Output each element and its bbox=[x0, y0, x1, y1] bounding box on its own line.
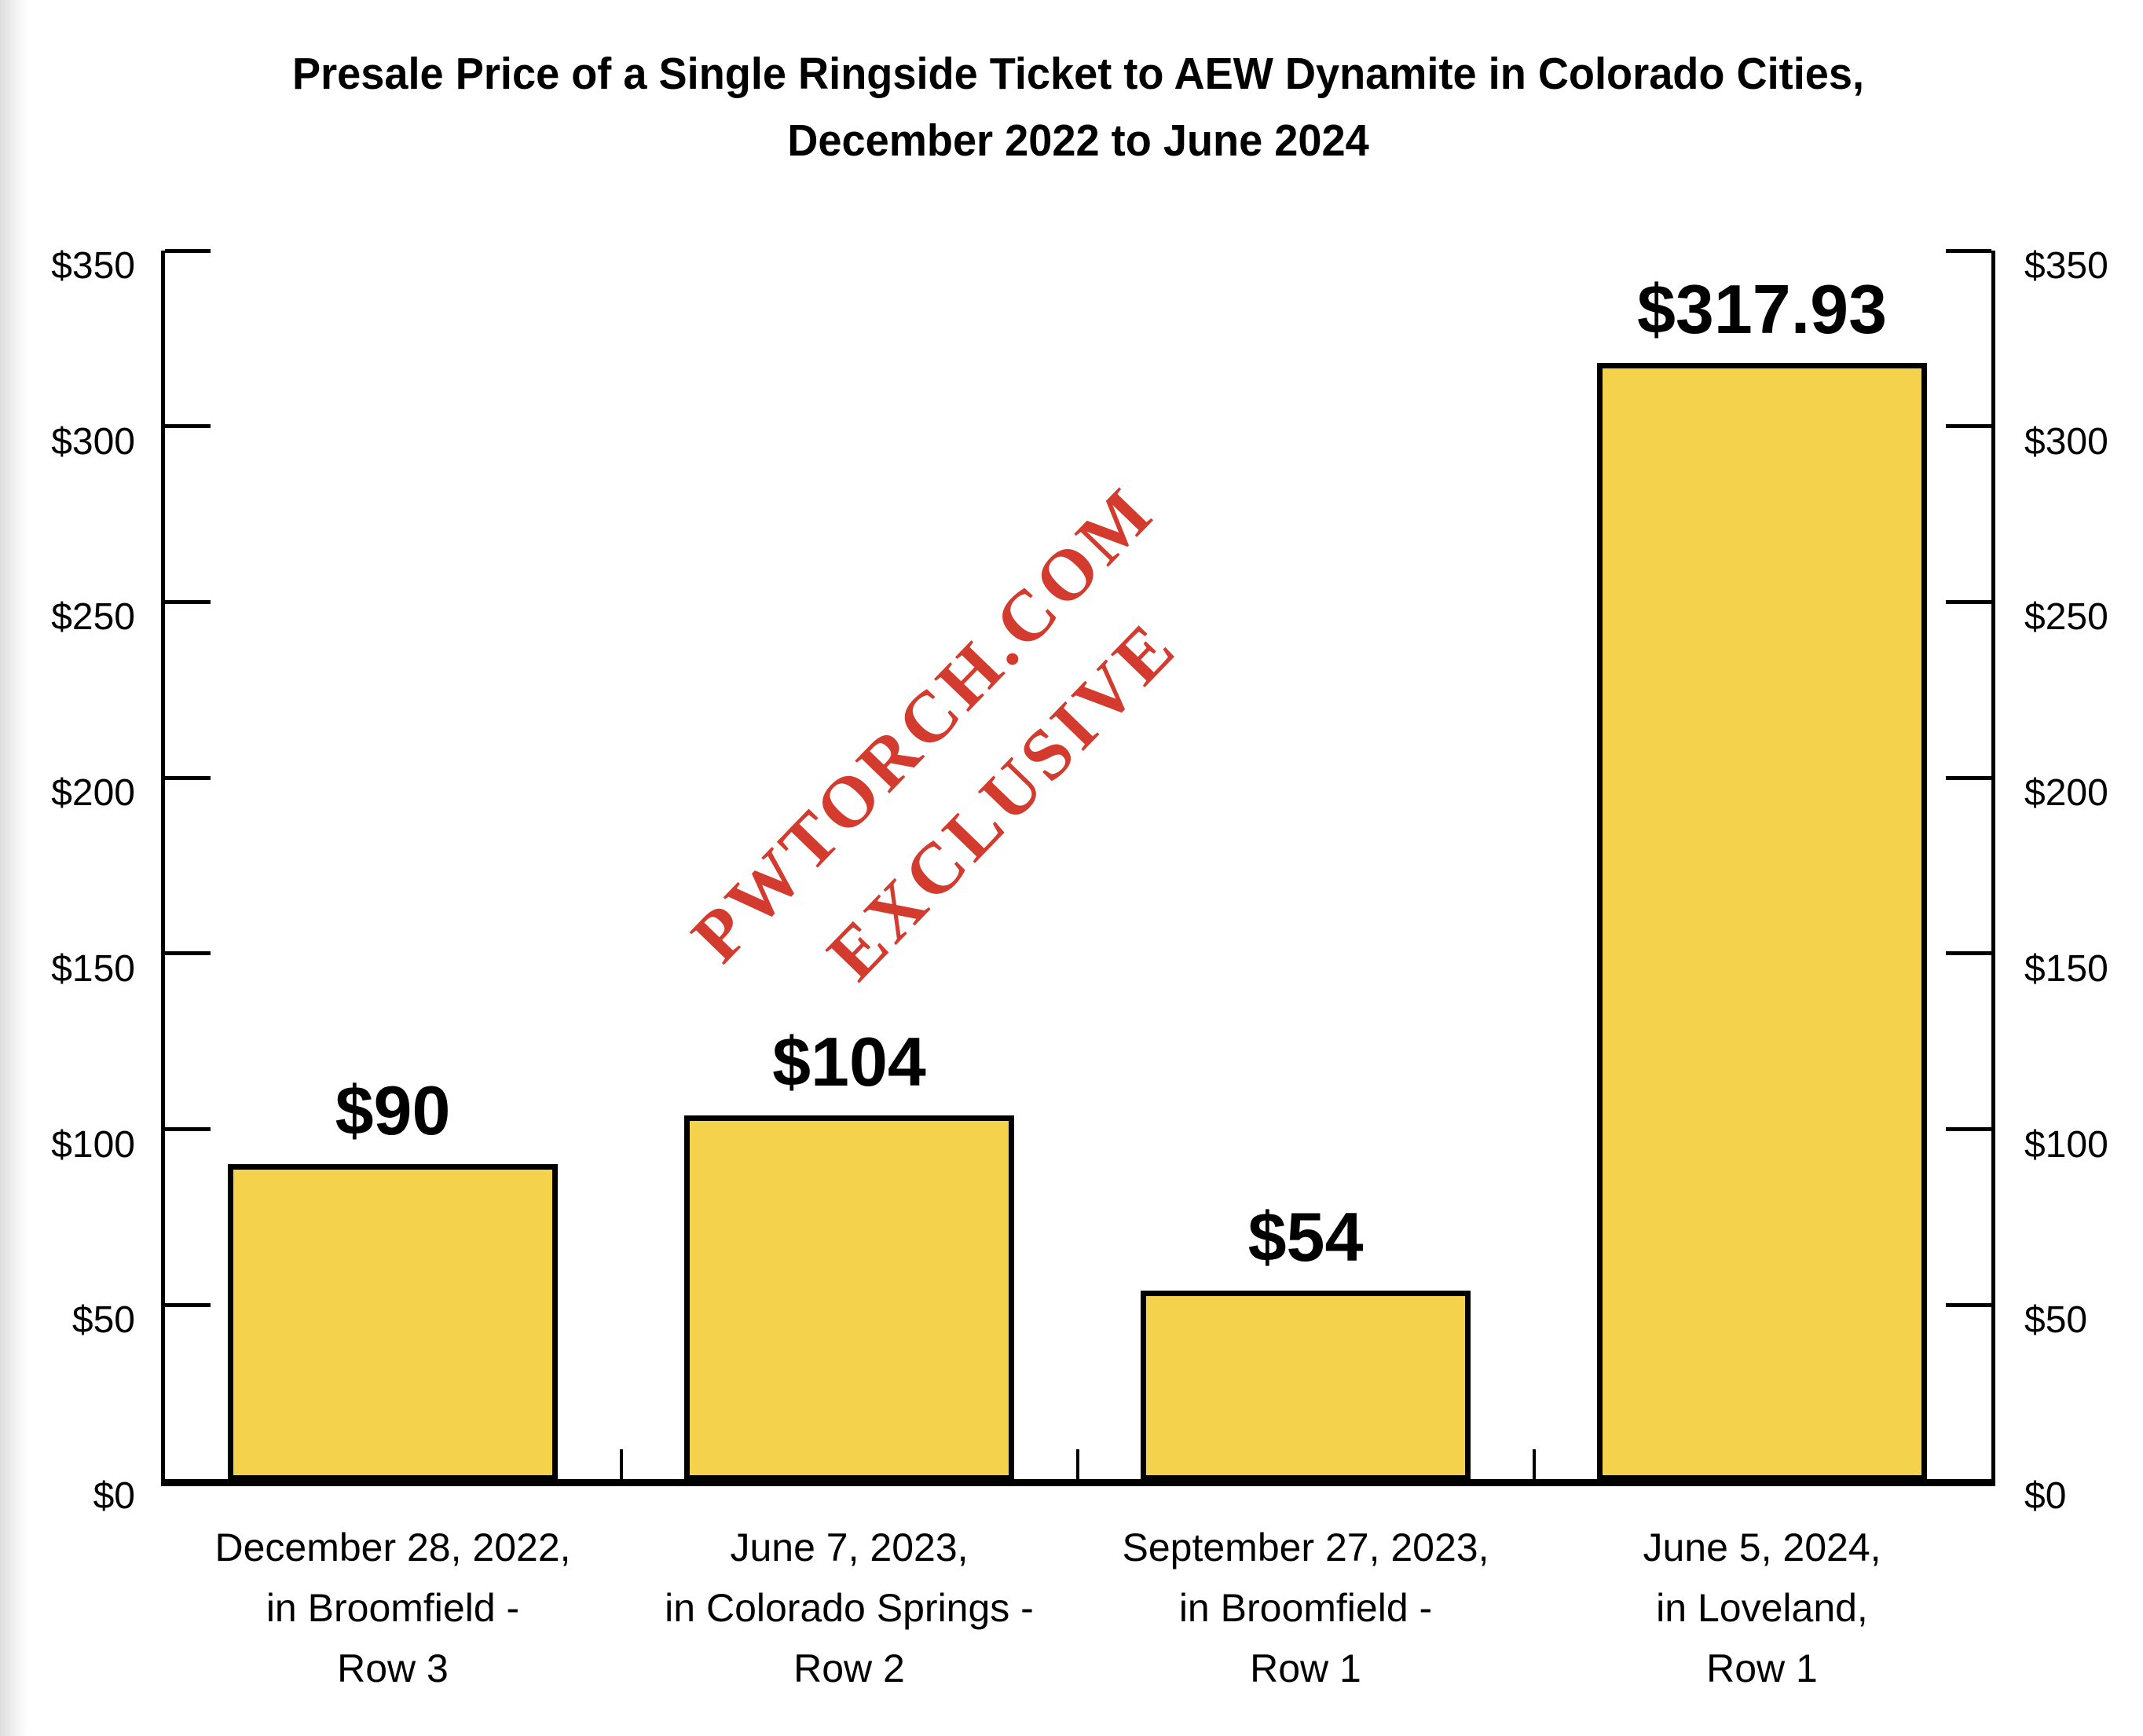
x-category-label-line: June 7, 2023, bbox=[730, 1525, 969, 1569]
x-axis-line bbox=[161, 1479, 1995, 1486]
x-category-label-line: in Broomfield - bbox=[266, 1586, 520, 1630]
y-tick-left bbox=[165, 424, 211, 429]
chart-title: Presale Price of a Single Ringside Ticke… bbox=[211, 41, 1946, 174]
x-axis-separator-tick bbox=[1532, 1449, 1536, 1481]
y-tick-label-right: $200 bbox=[2024, 772, 2108, 815]
x-category-label: June 5, 2024, in Loveland, Row 1 bbox=[1518, 1518, 2006, 1699]
y-tick-label-right: $250 bbox=[2024, 596, 2108, 639]
y-tick-label-right: $0 bbox=[2024, 1475, 2067, 1517]
y-tick-left bbox=[165, 599, 211, 604]
chart-title-line2: December 2022 to June 2024 bbox=[787, 115, 1369, 166]
y-tick-left bbox=[165, 775, 211, 780]
bar-value-label: $104 bbox=[772, 1022, 926, 1101]
x-category-label-line: Row 3 bbox=[337, 1646, 449, 1690]
y-tick-left bbox=[165, 951, 211, 956]
y-tick-label-left: $150 bbox=[51, 947, 135, 990]
x-category-label: September 27, 2023, in Broomfield - Row 1 bbox=[1062, 1518, 1549, 1699]
bar-value-label: $317.93 bbox=[1636, 270, 1888, 349]
y-tick-right bbox=[1946, 1127, 1991, 1132]
chart-title-line1: Presale Price of a Single Ringside Ticke… bbox=[291, 49, 1865, 99]
y-tick-right bbox=[1946, 775, 1991, 780]
bar bbox=[1597, 363, 1927, 1481]
bar bbox=[1141, 1291, 1471, 1481]
x-axis-separator-tick bbox=[1075, 1449, 1079, 1481]
x-category-label-line: in Loveland, bbox=[1656, 1586, 1868, 1630]
y-tick-left bbox=[165, 1302, 211, 1307]
x-category-label-line: in Colorado Springs - bbox=[665, 1586, 1034, 1630]
y-tick-right bbox=[1946, 951, 1991, 956]
x-category-label-line: June 5, 2024, bbox=[1643, 1525, 1881, 1569]
left-edge-shadow bbox=[0, 0, 27, 1736]
y-tick-label-right: $350 bbox=[2024, 245, 2108, 287]
x-category-label-line: Row 2 bbox=[793, 1646, 905, 1690]
y-tick-label-left: $350 bbox=[51, 245, 135, 287]
y-tick-right bbox=[1946, 1302, 1991, 1307]
bar-value-label: $54 bbox=[1247, 1198, 1364, 1276]
x-axis-separator-tick bbox=[619, 1449, 623, 1481]
y-tick-label-right: $100 bbox=[2024, 1123, 2108, 1166]
bar-value-label: $90 bbox=[335, 1071, 451, 1150]
y-tick-right bbox=[1946, 424, 1991, 429]
bar bbox=[684, 1115, 1014, 1481]
y-axis-right bbox=[1991, 251, 1995, 1481]
y-tick-label-left: $0 bbox=[93, 1475, 135, 1517]
x-category-label-line: Row 1 bbox=[1706, 1646, 1818, 1690]
y-tick-label-left: $300 bbox=[51, 420, 135, 463]
y-tick-label-right: $150 bbox=[2024, 947, 2108, 990]
x-category-label-line: December 28, 2022, bbox=[214, 1525, 571, 1569]
x-category-label: June 7, 2023, in Colorado Springs - Row 2 bbox=[606, 1518, 1093, 1699]
y-tick-label-left: $50 bbox=[71, 1299, 135, 1342]
x-category-label-line: in Broomfield - bbox=[1178, 1586, 1433, 1630]
y-tick-right bbox=[1946, 248, 1991, 253]
x-category-label-line: September 27, 2023, bbox=[1122, 1525, 1489, 1569]
x-category-label: December 28, 2022, in Broomfield - Row 3 bbox=[149, 1518, 636, 1699]
y-tick-left bbox=[165, 1127, 211, 1132]
y-tick-label-left: $200 bbox=[51, 772, 135, 815]
y-axis-left bbox=[161, 251, 165, 1481]
bar bbox=[228, 1164, 558, 1481]
y-tick-label-right: $50 bbox=[2024, 1299, 2088, 1342]
y-tick-right bbox=[1946, 599, 1991, 604]
y-tick-label-right: $300 bbox=[2024, 420, 2108, 463]
y-tick-left bbox=[165, 248, 211, 253]
y-tick-label-left: $250 bbox=[51, 596, 135, 639]
y-tick-label-left: $100 bbox=[51, 1123, 135, 1166]
x-category-label-line: Row 1 bbox=[1250, 1646, 1361, 1690]
